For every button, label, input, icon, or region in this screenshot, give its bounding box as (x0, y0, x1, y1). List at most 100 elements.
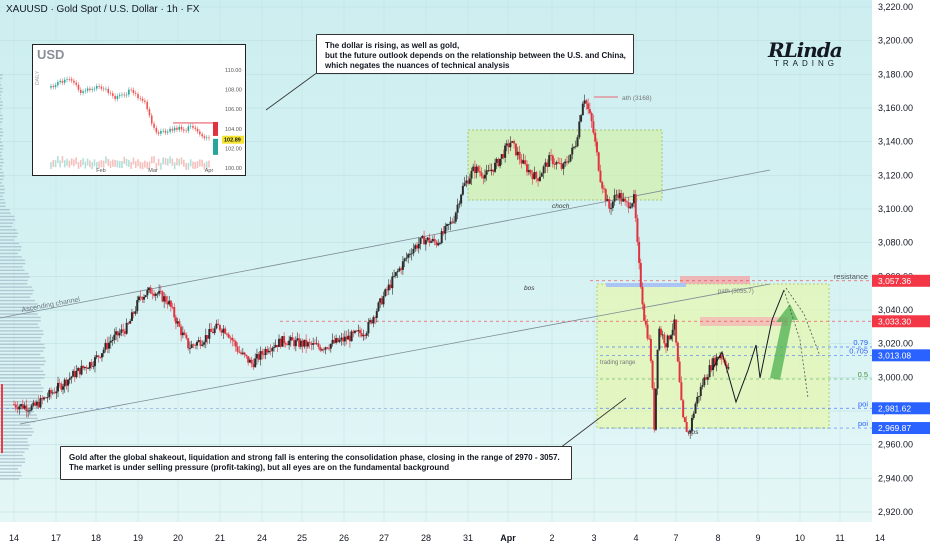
candle-body (550, 155, 553, 156)
candle-body (594, 132, 597, 142)
candle-body (685, 422, 688, 432)
volume-bar (0, 283, 28, 285)
inset-candle (93, 88, 96, 90)
candle-body (636, 218, 639, 242)
candle-body (136, 300, 139, 312)
inset-candle (52, 86, 55, 88)
candle-body (159, 290, 162, 292)
volume-bar (0, 91, 3, 93)
time-tick-label: 26 (339, 533, 349, 543)
time-tick-label: 14 (9, 533, 19, 543)
time-axis[interactable]: 14 17 18 19 20 21 24 25 26 27 28 31 Apr 2 3 4 7 8 9 10 11 14 (0, 522, 932, 550)
candle-body (475, 166, 478, 173)
candle-body (454, 212, 457, 222)
volume-bar (0, 74, 3, 76)
candle-body (389, 284, 392, 289)
volume-bar (0, 192, 5, 194)
candle-body (58, 382, 61, 384)
candle-body (613, 195, 616, 202)
volume-bar (0, 185, 4, 187)
candle-body (345, 336, 348, 340)
inset-volume (146, 161, 148, 169)
candle-body (252, 363, 255, 368)
candle-body (565, 161, 568, 163)
inset-volume (82, 158, 84, 166)
candle-body (423, 236, 426, 245)
candle-body (336, 338, 339, 342)
candle-body (100, 353, 103, 358)
inset-volume (114, 159, 116, 167)
candle-body (557, 162, 560, 164)
candle-body (531, 173, 534, 180)
time-tick-label: 10 (795, 533, 805, 543)
volume-bar (0, 451, 25, 453)
candle-body (104, 342, 107, 350)
candle-body (524, 160, 527, 165)
volume-bar (0, 188, 5, 191)
volume-bar (0, 323, 38, 325)
volume-bar (0, 242, 20, 245)
volume-bar (0, 478, 20, 480)
candle-body (502, 154, 505, 158)
volume-bar (0, 175, 5, 177)
candle-body (73, 370, 76, 378)
candle-body (343, 336, 346, 342)
candle-body (57, 382, 59, 392)
volume-bar (0, 464, 22, 467)
inset-candle (89, 88, 91, 90)
inset-candle (205, 137, 208, 139)
inset-candle (77, 84, 80, 90)
candle-body (654, 388, 657, 430)
candle-body (622, 198, 625, 202)
inset-y-tick: 104.00 (225, 127, 242, 133)
volume-bar (0, 97, 2, 100)
volume-bar (0, 286, 32, 288)
inset-volume (187, 162, 190, 170)
price-tick-label: 2,920.00 (878, 507, 913, 517)
candle-body (424, 240, 427, 245)
volume-bar (0, 414, 37, 416)
candle-body (599, 170, 602, 183)
candle-body (564, 161, 567, 164)
candle-body (247, 356, 250, 363)
volume-bar (0, 168, 2, 170)
inset-candle (187, 126, 190, 131)
volume-bar (0, 219, 16, 221)
candle-body (602, 188, 605, 190)
volume-bar (0, 101, 3, 103)
candle-body (130, 312, 133, 321)
volume-bar (0, 128, 3, 130)
candle-body (271, 347, 274, 352)
volume-bar (0, 182, 2, 184)
volume-bar (0, 289, 34, 292)
candle-body (190, 344, 193, 348)
candle-body (113, 334, 116, 340)
candle-body (213, 328, 216, 334)
candle-body (109, 341, 112, 343)
price-tag: 2,981.62 (872, 402, 930, 415)
volume-bar (0, 222, 14, 224)
price-tick-label: 3,180.00 (878, 69, 913, 79)
candle-body (338, 339, 341, 342)
candle-body (638, 241, 641, 263)
candle-body (444, 225, 447, 234)
candle-body (417, 243, 420, 249)
inset-current-bg (222, 135, 244, 144)
candle-body (63, 379, 66, 387)
volume-bar (0, 421, 36, 423)
candle-body (317, 343, 320, 347)
candle-body (463, 183, 466, 186)
candle-body (499, 158, 502, 167)
inset-candle (50, 86, 52, 88)
volume-bar (0, 87, 3, 90)
volume-bar (0, 232, 19, 234)
price-tag: 3,013.08 (872, 349, 930, 362)
brand-logo: RLinda TRADING (764, 38, 844, 72)
candle-body (615, 194, 618, 196)
candle-body (428, 237, 431, 243)
volume-bar (0, 454, 23, 457)
candle-body (706, 377, 709, 380)
candle-body (574, 146, 577, 148)
candle-body (90, 362, 93, 367)
